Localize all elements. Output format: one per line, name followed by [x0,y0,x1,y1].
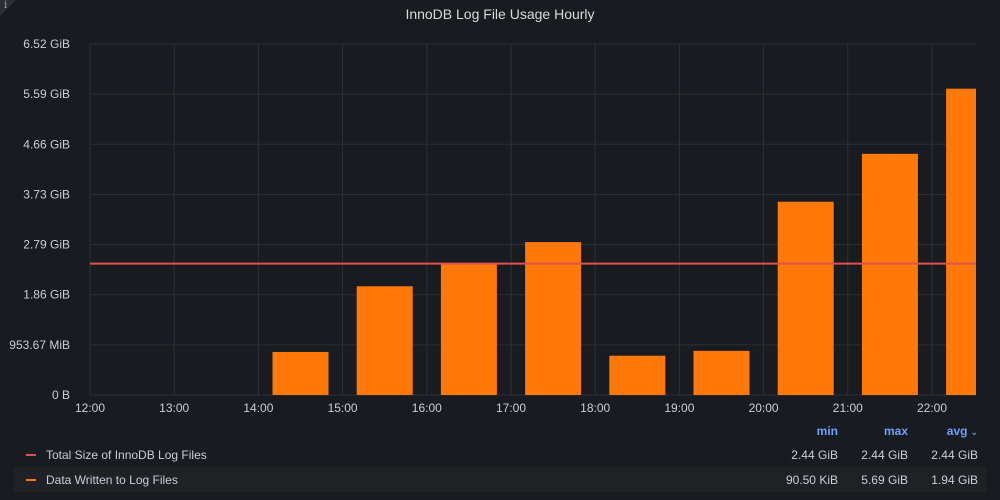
legend-header-min[interactable]: min [768,424,838,438]
x-tick-label: 18:00 [580,401,610,415]
y-tick-label: 4.66 GiB [23,137,70,151]
x-axis-labels: 12:00 13:00 14:00 15:00 16:00 17:00 18:00 19:00… [75,401,947,415]
bar [357,286,413,395]
x-tick-label: 14:00 [243,401,273,415]
bar [862,154,918,395]
bar [441,264,497,395]
y-tick-label: 5.59 GiB [23,87,70,101]
y-tick-label: 3.73 GiB [23,187,70,201]
x-tick-label: 20:00 [749,401,779,415]
y-tick-label: 6.52 GiB [23,37,70,51]
legend-avg-value: 1.94 GiB [908,473,986,487]
bar [525,242,581,395]
y-tick-label: 953.67 MiB [9,338,70,352]
x-tick-label: 19:00 [664,401,694,415]
legend-header: min max avg ⌄ [14,420,986,442]
bar [694,351,750,395]
bar [609,356,665,395]
y-axis-labels: 0 B 953.67 MiB 1.86 GiB 2.79 GiB 3.73 GiB 4.6… [9,37,70,402]
legend-header-max[interactable]: max [838,424,908,438]
y-tick-label: 0 B [52,388,70,402]
legend-row[interactable]: Total Size of InnoDB Log Files 2.44 GiB … [14,442,986,467]
x-tick-label: 12:00 [75,401,105,415]
legend-swatch [26,454,36,456]
bar [273,352,329,395]
legend-series-name[interactable]: Total Size of InnoDB Log Files [46,448,207,462]
legend-max-value: 5.69 GiB [838,473,908,487]
x-tick-label: 22:00 [917,401,947,415]
bar-chart: 0 B 953.67 MiB 1.86 GiB 2.79 GiB 3.73 GiB 4.6… [0,0,1000,420]
legend-header-avg[interactable]: avg ⌄ [908,424,986,438]
bar [946,89,976,395]
x-tick-label: 13:00 [159,401,189,415]
legend-max-value: 2.44 GiB [838,448,908,462]
y-tick-label: 1.86 GiB [23,288,70,302]
legend: min max avg ⌄ Total Size of InnoDB Log Fi… [14,420,986,492]
legend-row[interactable]: Data Written to Log Files 90.50 KiB 5.69… [14,467,986,492]
legend-min-value: 2.44 GiB [768,448,838,462]
legend-min-value: 90.50 KiB [768,473,838,487]
x-tick-label: 21:00 [833,401,863,415]
legend-avg-value: 2.44 GiB [908,448,986,462]
y-tick-label: 2.79 GiB [23,238,70,252]
legend-swatch [26,479,36,481]
x-tick-label: 17:00 [496,401,526,415]
x-tick-label: 16:00 [412,401,442,415]
legend-series-name[interactable]: Data Written to Log Files [46,473,178,487]
bar [778,202,834,395]
x-tick-label: 15:00 [328,401,358,415]
chevron-down-icon: ⌄ [970,427,978,437]
bar-series[interactable] [273,89,977,395]
